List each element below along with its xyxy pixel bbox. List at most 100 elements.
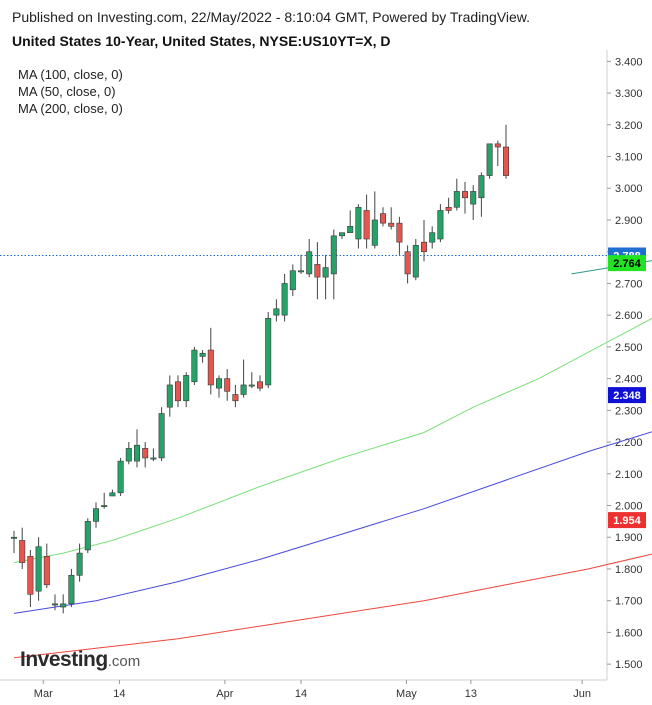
legend-ma200[interactable]: MA (200, close, 0) (18, 101, 123, 116)
y-tick-label: 1.900 (615, 532, 643, 544)
candle (502, 124, 509, 179)
candle-body (60, 603, 67, 608)
candle-body (35, 546, 42, 592)
candle-body (338, 232, 345, 237)
price-label: 2.348 (613, 390, 641, 402)
y-tick-label: 2.300 (615, 405, 643, 417)
x-tick-label: Jun (573, 688, 591, 700)
candle-body (199, 352, 206, 357)
candle (35, 537, 42, 601)
candle (150, 448, 157, 462)
candle-body (297, 270, 304, 273)
candle-body (27, 555, 34, 595)
candle (76, 543, 83, 582)
y-tick-label: 1.500 (615, 659, 643, 671)
price-label-box (608, 255, 646, 272)
candle-body (478, 175, 485, 199)
candle-body (306, 251, 313, 275)
candle (84, 518, 91, 554)
y-tick-label: 3.200 (615, 120, 643, 132)
candle (437, 204, 444, 243)
candle (420, 219, 427, 262)
moving-average-lines (13, 260, 652, 659)
published-note: Published on Investing.com, 22/May/2022 … (12, 9, 531, 25)
candle-body (486, 143, 493, 176)
candle-body (207, 349, 214, 386)
candle-body (240, 384, 247, 395)
y-tick-label: 2.400 (615, 374, 643, 386)
ma50-line (13, 317, 652, 564)
ma200-line (13, 553, 652, 659)
candle (134, 429, 141, 468)
candle-body (330, 235, 337, 275)
candle-body (371, 219, 378, 246)
y-tick-label: 2.900 (615, 215, 643, 227)
candle (388, 207, 395, 230)
candle-body (445, 206, 452, 211)
candle (470, 185, 477, 220)
candle (142, 442, 149, 468)
price-label-box (608, 387, 646, 404)
candle (27, 549, 34, 608)
candle (314, 242, 321, 300)
candle (199, 350, 206, 363)
candles (11, 124, 509, 614)
candle-body (453, 191, 460, 208)
candle-body (93, 508, 100, 522)
candle (51, 594, 58, 611)
candle (355, 204, 362, 249)
y-tick-label: 3.300 (615, 88, 643, 100)
candle (330, 229, 337, 300)
candle (68, 568, 75, 608)
candle-body (461, 191, 468, 199)
candle-body (166, 384, 173, 408)
candle-body (314, 264, 321, 278)
candle (379, 207, 386, 227)
candle-body (470, 191, 477, 205)
x-tick-label: 13 (465, 688, 477, 700)
candle (175, 375, 182, 408)
candle-body (363, 210, 370, 240)
candle-body (117, 460, 124, 494)
chart-title: United States 10-Year, United States, NY… (12, 33, 391, 49)
y-tick-label: 2.700 (615, 278, 643, 290)
candle-body (347, 226, 354, 233)
candle (273, 299, 280, 322)
candle (461, 181, 468, 214)
candle (216, 375, 223, 398)
candle (322, 254, 329, 300)
candle-body (101, 505, 108, 508)
candle (224, 369, 231, 401)
candle (60, 594, 67, 614)
candle-body (265, 318, 272, 386)
logo-suffix: .com (107, 653, 141, 670)
price-label-box (608, 512, 646, 529)
candle-body (437, 210, 444, 240)
x-tick-label: Mar (34, 688, 53, 700)
x-tick-label: May (396, 688, 417, 700)
candle (347, 210, 354, 233)
candle-body (281, 283, 288, 316)
candle-body (11, 536, 18, 539)
legend-ma50[interactable]: MA (50, close, 0) (18, 84, 116, 99)
candle-body (224, 378, 231, 392)
candle (125, 442, 132, 465)
candle (494, 140, 501, 167)
candle-body (273, 308, 280, 316)
candle (158, 407, 165, 462)
candle (429, 226, 436, 249)
investing-logo: Investing.com (20, 648, 140, 672)
candle (453, 178, 460, 211)
candle (248, 372, 255, 389)
candle-body (494, 143, 501, 148)
candle (256, 375, 263, 392)
candle-body (84, 521, 91, 551)
candle (363, 194, 370, 249)
candle-body (134, 444, 141, 462)
candle-body (191, 349, 198, 383)
candle (478, 172, 485, 217)
legend-ma100[interactable]: MA (100, close, 0) (18, 67, 123, 82)
candle (297, 254, 304, 274)
